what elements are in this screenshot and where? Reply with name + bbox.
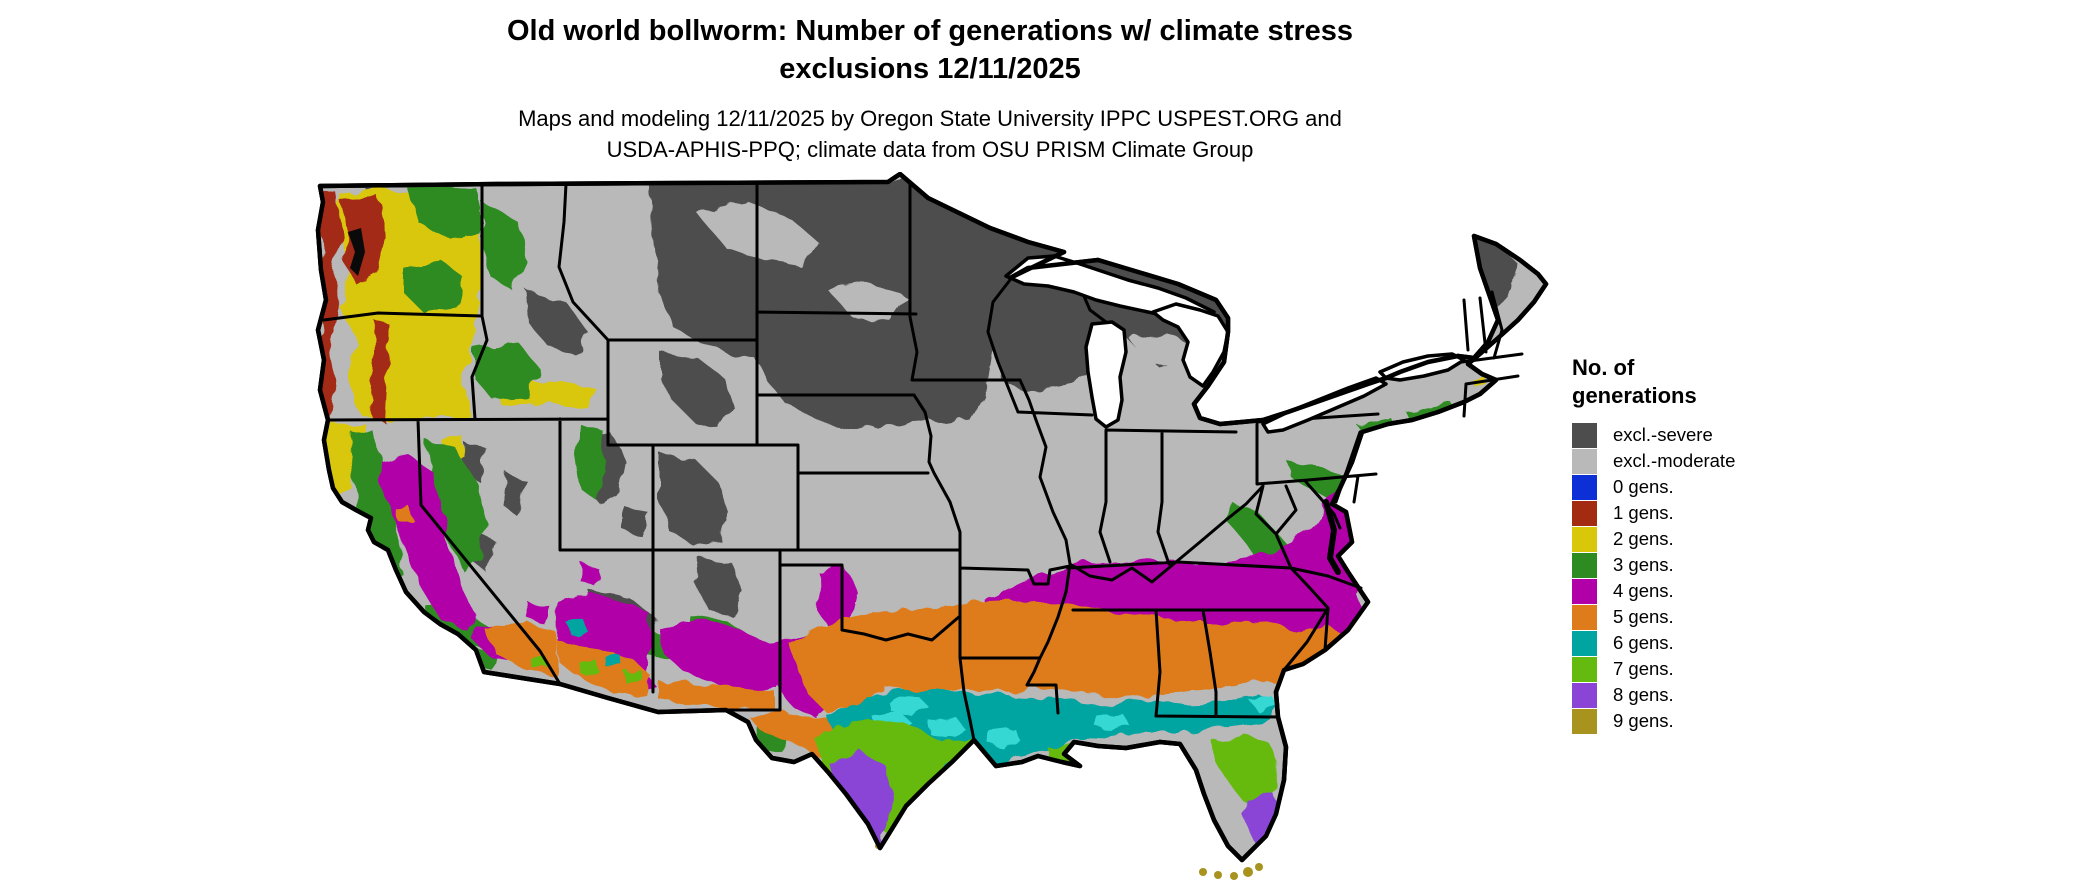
legend-swatch-gen6: [1572, 630, 1597, 656]
legend-swatch-moderate: [1572, 448, 1597, 474]
legend-item: excl.-severe: [1572, 422, 1735, 448]
legend-items: excl.-severe excl.-moderate 0 gens. 1 gens.…: [1572, 422, 1735, 734]
page-subtitle-line1: Maps and modeling 12/11/2025 by Oregon S…: [518, 106, 1342, 131]
legend-swatch-gen1: [1572, 500, 1597, 526]
chesapeake-bay: [1323, 499, 1341, 575]
header: Old world bollworm: Number of generation…: [230, 12, 1630, 165]
legend-item: 7 gens.: [1572, 656, 1735, 682]
legend-item: 3 gens.: [1572, 552, 1735, 578]
legend-label: 2 gens.: [1613, 528, 1674, 549]
legend-swatch-gen5: [1572, 604, 1597, 630]
region-9-gens: [875, 843, 1263, 880]
page-subtitle-line2: USDA-APHIS-PPQ; climate data from OSU PR…: [606, 137, 1254, 162]
legend-item: 9 gens.: [1572, 708, 1735, 734]
legend-label: 5 gens.: [1613, 606, 1674, 627]
legend-swatch-gen4: [1572, 578, 1597, 604]
legend-swatch-gen3: [1572, 552, 1597, 578]
legend-item: 4 gens.: [1572, 578, 1735, 604]
legend-title-line2: generations: [1572, 383, 1697, 408]
legend-label: 8 gens.: [1613, 684, 1674, 705]
puget-sound: [348, 228, 365, 276]
page-title-line1: Old world bollworm: Number of generation…: [507, 15, 1353, 47]
us-map-svg: [315, 172, 1549, 880]
legend-item: 2 gens.: [1572, 526, 1735, 552]
legend-swatch-gen9: [1572, 708, 1597, 734]
legend-label: 6 gens.: [1613, 632, 1674, 653]
us-map: [228, 172, 1568, 892]
legend-item: 5 gens.: [1572, 604, 1735, 630]
legend-title: No. of generations: [1572, 354, 1735, 410]
legend-label: 0 gens.: [1613, 476, 1674, 497]
legend-label: 4 gens.: [1613, 580, 1674, 601]
legend-label: excl.-severe: [1613, 424, 1713, 445]
legend-item: 0 gens.: [1572, 474, 1735, 500]
legend-swatch-gen0: [1572, 474, 1597, 500]
legend-swatch-gen7: [1572, 656, 1597, 682]
legend-item: 6 gens.: [1572, 630, 1735, 656]
legend-item: 1 gens.: [1572, 500, 1735, 526]
legend-label: 7 gens.: [1613, 658, 1674, 679]
page-title-line2: exclusions 12/11/2025: [779, 53, 1081, 85]
legend-label: 3 gens.: [1613, 554, 1674, 575]
legend-title-line1: No. of: [1572, 355, 1635, 380]
map-legend: No. of generations excl.-severe excl.-mod…: [1572, 354, 1735, 734]
page-subtitle: Maps and modeling 12/11/2025 by Oregon S…: [230, 103, 1630, 165]
legend-label: excl.-moderate: [1613, 450, 1736, 471]
legend-label: 9 gens.: [1613, 710, 1674, 731]
legend-item: 8 gens.: [1572, 682, 1735, 708]
state-borders: [322, 182, 1524, 742]
legend-item: excl.-moderate: [1572, 448, 1735, 474]
legend-label: 1 gens.: [1613, 502, 1674, 523]
great-lakes: [1004, 254, 1466, 434]
page-title: Old world bollworm: Number of generation…: [230, 12, 1630, 88]
coastline: [315, 172, 1549, 863]
legend-swatch-severe: [1572, 422, 1597, 448]
legend-swatch-gen8: [1572, 682, 1597, 708]
legend-swatch-gen2: [1572, 526, 1597, 552]
